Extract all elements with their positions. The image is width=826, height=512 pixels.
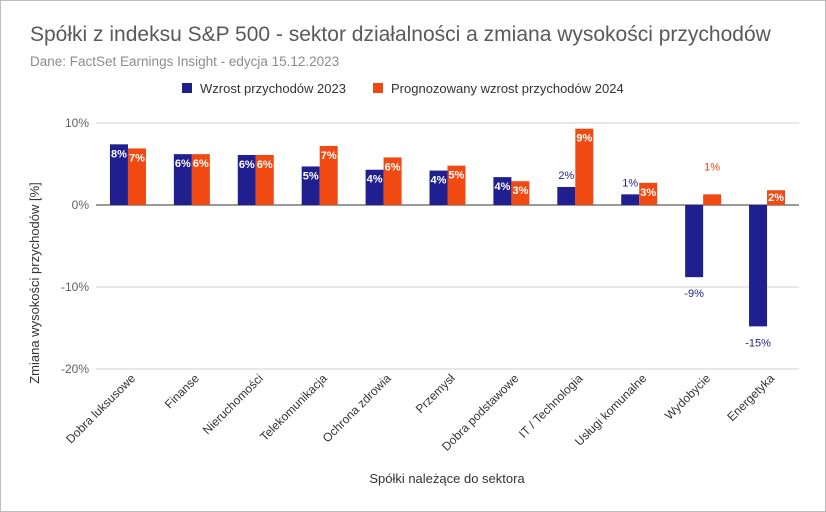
bar-series1 [621,194,640,205]
bar-series2 [639,182,658,205]
bar-series2 [447,165,466,205]
bar-series1 [109,144,128,205]
data-labels: 8% 7% 6% 6% 6% 6%5%7%4%6%4% 5%4% 3%2%9%1%3%-9%1… [111,133,784,350]
x-category-label: IT / Technologia [516,371,586,441]
data-label: 1% [622,177,638,189]
data-label: 6% [193,158,209,170]
bar-series2 [191,154,210,205]
data-label: 6% [385,161,401,173]
data-label: -9% [684,288,704,300]
data-label: 2% [768,192,784,204]
legend-swatch [373,83,383,93]
bar-series1 [237,154,256,205]
x-category-label: Wydobycie [662,371,714,423]
bar-series2 [127,148,146,205]
bar-series1 [301,166,320,205]
y-tick-label: 0% [72,198,90,212]
legend-label: Wzrost przychodów 2023 [200,81,346,96]
y-tick-label: -20% [61,362,89,376]
data-label: 5% [449,170,465,182]
x-axis-title: Spółki należące do sektora [369,471,525,486]
data-label: 4% [367,174,383,186]
x-category-label: Telekomunikacja [257,371,330,444]
bar-series2 [575,128,594,205]
data-label: 6% [257,159,273,171]
bar-series2 [767,190,786,205]
legend-swatch [182,83,192,93]
legend: Wzrost przychodów 2023 Prognozowany wzros… [182,81,624,96]
y-axis-title: Zmiana wysokości przychodów [%] [27,182,42,384]
data-label: 2% [558,170,574,182]
chart-subtitle: Dane: FactSet Earnings Insight - edycja … [30,54,340,69]
bar-series1 [685,205,704,278]
x-axis-categories: Dobra luksusowe FinanseNieruchomościTelek… [63,371,777,454]
data-label: 3% [640,187,656,199]
bar-series2 [511,181,530,205]
data-label: 4% [431,175,447,187]
legend-label: Prognozowany wzrost przychodów 2024 [391,81,624,96]
bar-series2 [383,157,402,205]
data-label: 7% [129,152,145,164]
data-label: 1% [704,161,720,173]
y-tick-label: -10% [61,280,89,294]
y-tick-label: 10% [65,116,89,130]
chart-title: Spółki z indeksu S&P 500 - sektor działa… [30,23,771,46]
data-label: 4% [494,181,510,193]
x-category-label: Nieruchomości [200,371,266,437]
x-category-label: Ochrona zdrowia [320,371,394,445]
bar-series1 [493,177,512,205]
bar-series1 [429,170,448,205]
x-category-label: Energetyka [724,371,777,424]
data-label: -15% [745,337,771,349]
y-axis-ticks: 10% 0% -10% -20% [61,116,89,376]
bar-series1 [749,205,768,327]
data-label: 3% [512,185,528,197]
data-label: 5% [303,170,319,182]
data-label: 6% [239,159,255,171]
data-label: 8% [111,148,127,160]
x-category-label: Finanse [162,371,202,411]
bar-series2 [319,145,338,205]
x-category-label: Przemysł [413,371,458,416]
bars [109,128,786,327]
x-category-label: Dobra luksusowe [63,371,138,446]
bar-series2 [255,154,274,205]
bar-series2 [703,194,722,205]
bar-series1 [365,169,384,205]
data-label: 9% [576,133,592,145]
data-label: 6% [175,158,191,170]
bar-series1 [557,186,576,205]
bar-series1 [173,154,192,205]
data-label: 7% [321,150,337,162]
grid-lines [96,122,799,370]
